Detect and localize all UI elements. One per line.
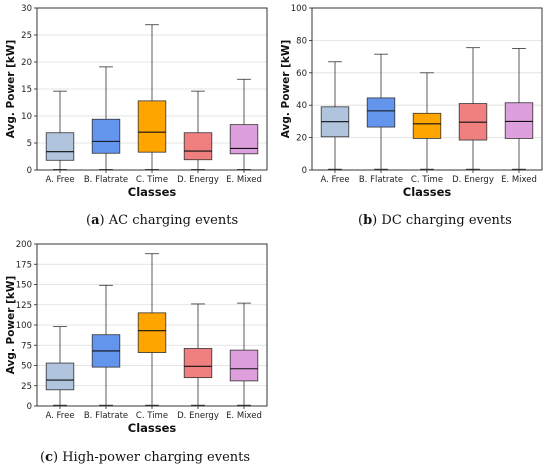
plot-frame — [36, 7, 268, 171]
y-axis-label: Avg. Power [kW] — [280, 40, 292, 138]
x-tick-label: D. Energy — [177, 175, 219, 185]
caption-b: (b) DC charging events — [358, 213, 512, 228]
box-1 — [45, 362, 75, 391]
x-tick-label: B. Flatrate — [84, 175, 128, 185]
y-tick-label: 200 — [16, 240, 32, 250]
y-tick-label: 150 — [16, 281, 32, 291]
x-tick-label: A. Free — [45, 175, 74, 185]
caption-c: (c) High-power charging events — [40, 450, 251, 465]
x-tick-label: B. Flatrate — [359, 175, 403, 185]
box-5 — [229, 124, 259, 155]
x-tick-label: E. Mixed — [501, 175, 537, 185]
box-3 — [137, 100, 167, 153]
y-tick-label: 50 — [21, 362, 32, 372]
y-tick-label: 5 — [27, 139, 32, 149]
y-tick-label: 0 — [302, 166, 307, 176]
box-5 — [504, 102, 534, 139]
y-tick-label: 25 — [21, 31, 32, 41]
box-2 — [91, 118, 121, 154]
y-axis-label: Avg. Power [kW] — [5, 40, 17, 138]
y-tick-label: 60 — [296, 69, 307, 79]
box-3 — [137, 312, 167, 353]
chart-dc-charging: 0 20 40 60 80 100 A. Free B. Flatrate C. Time D. … — [280, 4, 543, 199]
x-tick-label: B. Flatrate — [84, 411, 128, 421]
chart-ac-charging: 0 5 10 15 20 25 30 A. Free B. Flatrate C. Time D. … — [5, 4, 268, 199]
y-tick-label: 25 — [21, 382, 32, 392]
plot-frame — [311, 7, 543, 171]
x-tick-label: D. Energy — [177, 411, 219, 421]
box-4 — [183, 132, 213, 161]
y-tick-label: 10 — [21, 112, 32, 122]
box-4 — [183, 348, 213, 379]
y-tick-label: 30 — [21, 4, 32, 14]
y-tick-label: 0 — [27, 402, 32, 412]
y-tick-label: 20 — [296, 134, 307, 144]
x-tick-label: C. Time — [136, 175, 168, 185]
box-5 — [229, 349, 259, 382]
y-tick-label: 40 — [296, 101, 307, 111]
y-tick-label: 100 — [16, 321, 32, 331]
x-tick-label: E. Mixed — [226, 175, 262, 185]
x-axis-label: Classes — [128, 421, 177, 435]
x-axis-label: Classes — [128, 185, 177, 199]
box-1 — [45, 132, 75, 161]
y-tick-label: 15 — [21, 85, 32, 95]
caption-c-label: c — [45, 450, 53, 465]
x-tick-label: C. Time — [411, 175, 443, 185]
x-tick-label: A. Free — [320, 175, 349, 185]
box-3 — [412, 112, 442, 139]
x-tick-label: A. Free — [45, 411, 74, 421]
caption-b-text: DC charging events — [381, 213, 512, 228]
caption-c-text: High-power charging events — [62, 450, 251, 465]
y-tick-label: 175 — [16, 260, 32, 270]
y-tick-label: 125 — [16, 301, 32, 311]
y-tick-label: 0 — [27, 166, 32, 176]
y-tick-label: 20 — [21, 58, 32, 68]
x-tick-label: E. Mixed — [226, 411, 262, 421]
caption-a-text: AC charging events — [108, 213, 239, 228]
x-tick-label: D. Energy — [452, 175, 494, 185]
x-axis-label: Classes — [403, 185, 452, 199]
y-tick-label: 75 — [21, 341, 32, 351]
box-2 — [366, 97, 396, 128]
plot-frame — [36, 243, 268, 407]
caption-a-label: a — [91, 213, 100, 228]
y-axis-label: Avg. Power [kW] — [5, 276, 17, 374]
caption-a: (a) AC charging events — [86, 213, 239, 228]
x-tick-label: C. Time — [136, 411, 168, 421]
y-tick-label: 100 — [291, 4, 307, 14]
y-tick-label: 80 — [296, 36, 307, 46]
caption-b-label: b — [363, 213, 373, 228]
chart-high-power-charging: 0 25 50 75 100 125 150 175 200 A. Free B. Flatrate… — [5, 240, 268, 435]
